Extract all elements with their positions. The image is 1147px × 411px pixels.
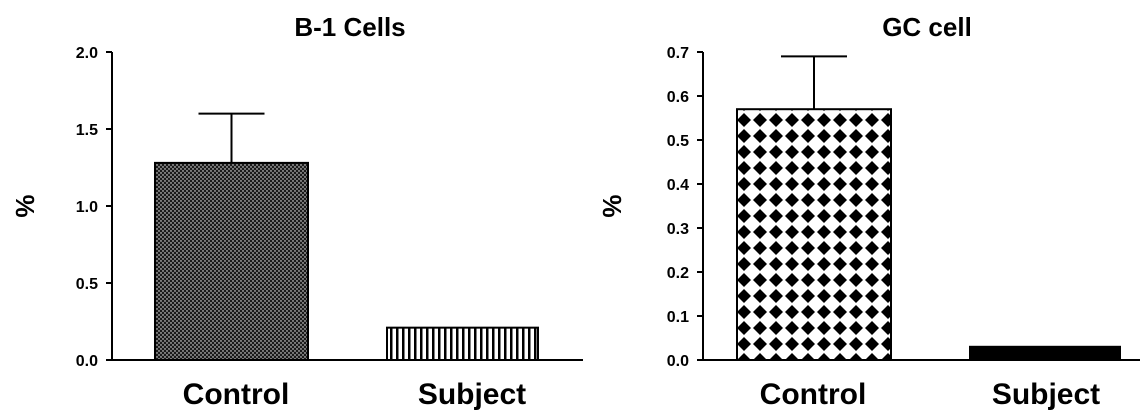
y-tick-label: 1.5 (76, 122, 98, 139)
bar-control (154, 161, 309, 361)
y-tick-label: 0.4 (667, 177, 689, 194)
x-category-label: Subject (992, 378, 1100, 411)
chart-b1-cells: B-1 Cells % 0.0 0.5 1.0 1.5 2.0 Control Subje… (10, 12, 583, 411)
y-tick-label: 0.5 (76, 276, 98, 293)
y-tick-label: 0.3 (667, 221, 689, 238)
y-tick-label: 2.0 (76, 45, 98, 62)
y-tick-label: 0.5 (667, 133, 689, 150)
x-category-label: Control (760, 378, 867, 411)
bars (154, 112, 539, 362)
y-ticks: 0.0 0.1 0.2 0.3 0.4 0.5 0.6 0.7 (667, 45, 703, 370)
x-category-label: Control (183, 378, 290, 411)
y-tick-label: 0.0 (76, 353, 98, 370)
bar-control (736, 108, 892, 361)
x-category-label: Subject (418, 378, 526, 411)
y-tick-label: 0.1 (667, 309, 689, 326)
bar-subject (386, 326, 539, 362)
y-tick-label: 1.0 (76, 199, 98, 216)
y-tick-label: 0.7 (667, 45, 689, 62)
y-tick-label: 0.2 (667, 265, 689, 282)
y-axis-label: % (597, 194, 627, 217)
y-tick-label: 0.6 (667, 89, 689, 106)
y-tick-label: 0.0 (667, 353, 689, 370)
y-axis-label: % (10, 194, 40, 217)
chart-title: GC cell (882, 12, 972, 42)
chart-gc-cell: GC cell % 0.0 0.1 0.2 0.3 0.4 0.5 0.6 0.7 Contr… (597, 12, 1140, 411)
y-ticks: 0.0 0.5 1.0 1.5 2.0 (76, 45, 112, 370)
x-categories: Control Subject (760, 378, 1101, 411)
bars (736, 55, 1121, 361)
x-categories: Control Subject (183, 378, 527, 411)
bar-subject (969, 345, 1121, 361)
chart-title: B-1 Cells (294, 12, 405, 42)
